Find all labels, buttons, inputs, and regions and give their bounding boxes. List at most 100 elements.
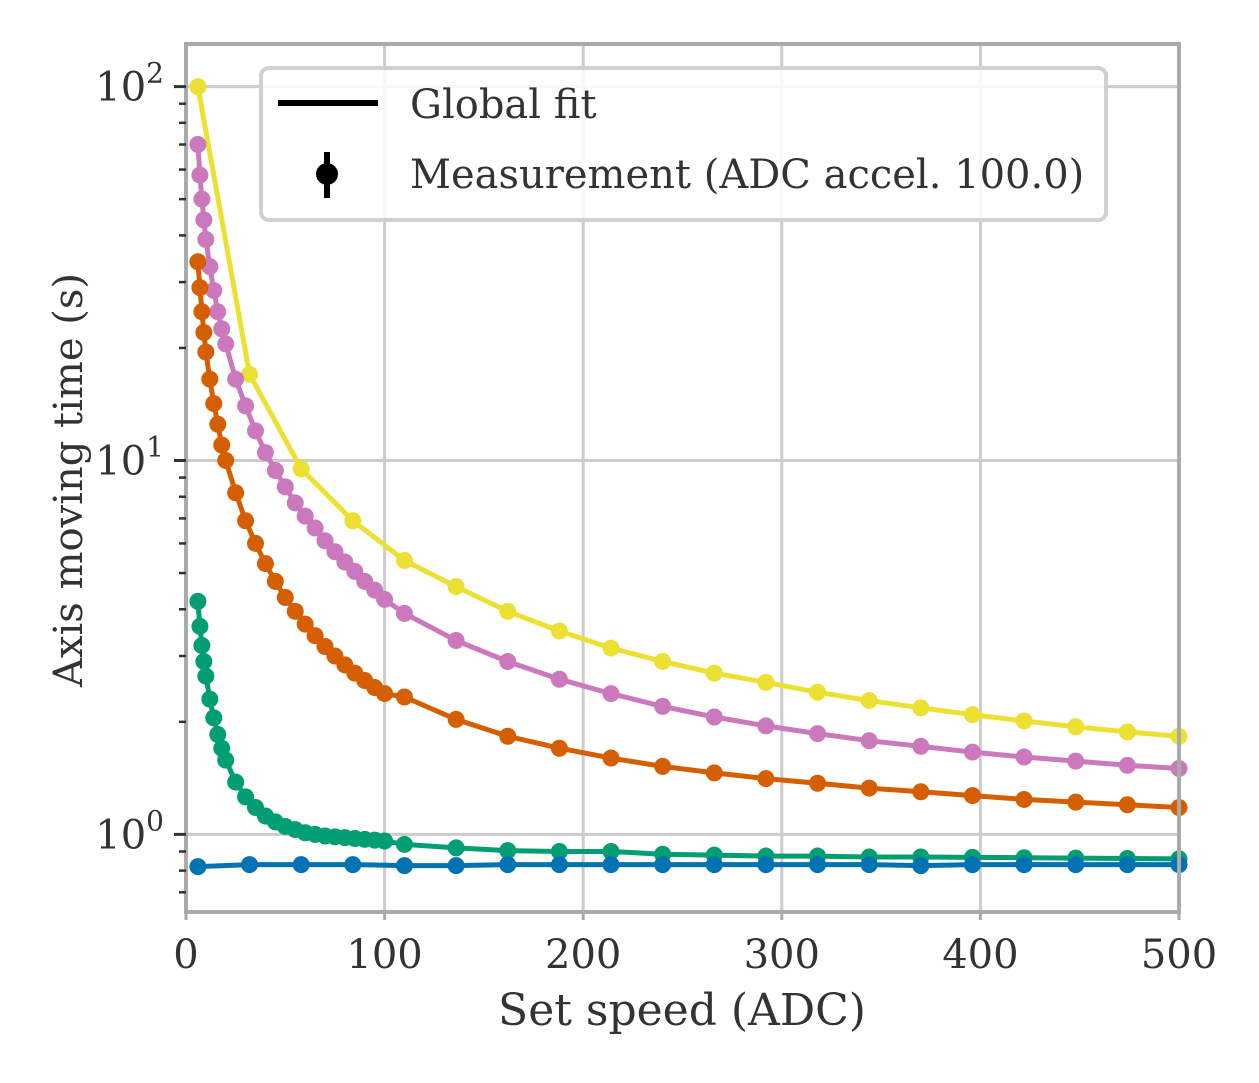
y-tick-label: 102 (95, 57, 164, 111)
data-point (860, 692, 878, 710)
data-point (447, 632, 465, 650)
x-tick-label: 400 (942, 932, 1018, 978)
legend-label-measurement: Measurement (ADC accel. 100.0) (410, 152, 1084, 198)
data-point (376, 685, 394, 703)
data-point (376, 590, 394, 608)
data-point (247, 422, 265, 440)
data-point (602, 639, 620, 657)
x-axis-label: Set speed (ADC) (498, 985, 866, 1036)
data-point (499, 856, 517, 874)
series-group (189, 78, 1188, 876)
data-point (241, 856, 259, 874)
data-point (344, 856, 362, 874)
data-point (292, 856, 310, 874)
series-line (195, 86, 1180, 739)
data-point (395, 857, 413, 875)
data-point (306, 519, 324, 537)
data-point (757, 717, 775, 735)
data-point (1067, 752, 1085, 770)
data-point (1118, 756, 1136, 774)
data-point (654, 856, 672, 874)
data-point (195, 652, 213, 670)
data-point (306, 627, 324, 645)
data-point (193, 303, 211, 321)
data-point (266, 572, 284, 590)
data-point (191, 617, 209, 635)
data-point (550, 622, 568, 640)
data-point (376, 832, 394, 850)
legend-point-icon (316, 163, 338, 185)
data-point (197, 343, 215, 361)
y-tick-label: 100 (95, 804, 164, 858)
data-point (189, 858, 207, 876)
data-point (1118, 723, 1136, 741)
data-point (205, 709, 223, 727)
data-point (550, 670, 568, 688)
data-point (286, 494, 304, 512)
series-line (197, 862, 1179, 870)
data-point (447, 857, 465, 875)
legend: Global fit Measurement (ADC accel. 100.0… (259, 66, 1108, 222)
data-point (189, 78, 207, 96)
data-point (1067, 856, 1085, 874)
data-point (809, 856, 827, 874)
data-point (912, 857, 930, 875)
data-point (395, 835, 413, 853)
data-point (809, 683, 827, 701)
y-axis-label: Axis moving time (s) (46, 273, 92, 688)
data-point (205, 395, 223, 413)
data-point (237, 397, 255, 415)
data-point (209, 415, 227, 433)
data-point (344, 512, 362, 530)
data-point (195, 323, 213, 341)
data-point (395, 552, 413, 570)
data-point (499, 602, 517, 620)
axis-ticks: 0 100 200 300 400 500 100 101 102 (95, 57, 1217, 978)
x-tick-label: 500 (1141, 932, 1217, 978)
data-point (860, 856, 878, 874)
data-point (247, 534, 265, 552)
data-point (205, 281, 223, 299)
data-point (197, 230, 215, 248)
data-point (256, 444, 274, 462)
data-point (395, 688, 413, 706)
x-tick-label: 0 (173, 932, 198, 978)
data-point (201, 690, 219, 708)
data-point (602, 685, 620, 703)
data-point (447, 578, 465, 596)
data-point (395, 604, 413, 622)
data-point (860, 779, 878, 797)
data-point (1067, 718, 1085, 736)
data-point (963, 743, 981, 761)
data-point (757, 770, 775, 788)
data-point (1015, 712, 1033, 730)
data-point (757, 673, 775, 691)
data-point (1015, 748, 1033, 766)
data-point (602, 856, 620, 874)
data-point (705, 764, 723, 782)
data-point (550, 739, 568, 757)
data-point (276, 478, 294, 496)
data-point (912, 783, 930, 801)
data-point (499, 842, 517, 860)
data-point (217, 335, 235, 353)
data-point (963, 856, 981, 874)
data-point (654, 757, 672, 775)
data-point (705, 708, 723, 726)
data-point (963, 706, 981, 724)
data-point (286, 602, 304, 620)
data-point (191, 279, 209, 297)
data-point (256, 555, 274, 573)
data-point (197, 667, 215, 685)
series-0 (189, 78, 1188, 745)
data-point (193, 637, 211, 655)
data-point (550, 856, 568, 874)
data-point (266, 462, 284, 480)
data-point (209, 725, 227, 743)
data-point (447, 710, 465, 728)
data-point (213, 436, 231, 454)
data-point (860, 732, 878, 750)
series-1 (189, 136, 1188, 778)
data-point (1118, 856, 1136, 874)
